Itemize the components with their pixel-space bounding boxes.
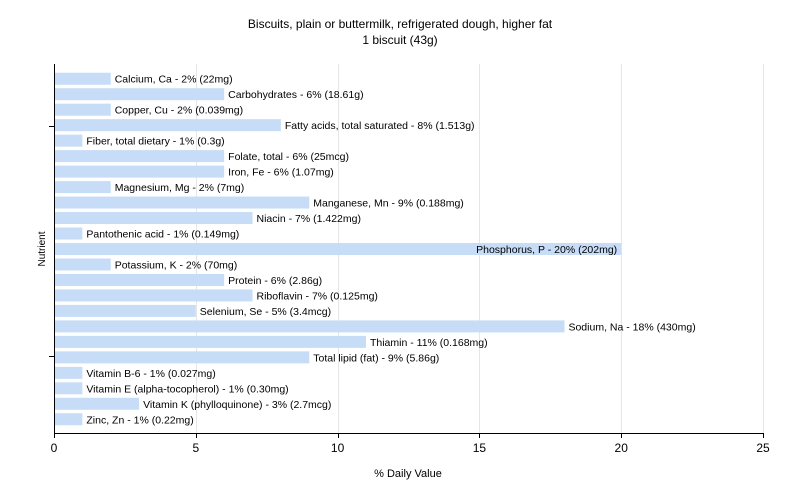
bar-label: Phosphorus, P - 20% (202mg) (476, 244, 617, 256)
bar (55, 351, 310, 364)
bar-label: Selenium, Se - 5% (3.4mcg) (200, 306, 331, 318)
bar-label: Copper, Cu - 2% (0.039mg) (115, 105, 243, 117)
bar (55, 304, 196, 317)
bar-label: Calcium, Ca - 2% (22mg) (115, 74, 233, 86)
bar (55, 212, 253, 225)
bar (55, 103, 111, 116)
x-axis-title: % Daily Value (374, 468, 442, 480)
bar (55, 165, 225, 178)
bar (55, 243, 622, 255)
x-tick-label: 10 (331, 441, 345, 455)
bar-label: Total lipid (fat) - 9% (5.86g) (313, 352, 439, 364)
bar (55, 397, 140, 410)
bar-label: Carbohydrates - 6% (18.61g) (228, 89, 363, 101)
bar-label: Iron, Fe - 6% (1.07mg) (228, 167, 334, 179)
bars (55, 72, 622, 426)
x-tick-label: 15 (473, 441, 487, 455)
bar (55, 335, 366, 348)
x-tick-label: 5 (192, 441, 199, 455)
bar (55, 150, 225, 163)
bar-label: Thiamin - 11% (0.168mg) (370, 337, 488, 349)
bar-label: Vitamin K (phylloquinone) - 3% (2.7mcg) (143, 399, 331, 411)
bar (55, 273, 225, 286)
bar-label: Magnesium, Mg - 2% (7mg) (115, 182, 245, 194)
bar (55, 181, 111, 194)
bar (55, 134, 83, 147)
chart-title-line: Biscuits, plain or buttermilk, refrigera… (247, 17, 553, 31)
x-tick-label: 0 (51, 441, 58, 455)
bar (55, 72, 111, 85)
bar-label: Protein - 6% (2.86g) (228, 275, 322, 287)
bar-label: Folate, total - 6% (25mcg) (228, 151, 349, 163)
bar-label: Vitamin E (alpha-tocopherol) - 1% (0.30m… (86, 383, 288, 395)
bar-label: Riboflavin - 7% (0.125mg) (257, 290, 378, 302)
x-tick-label: 20 (615, 441, 629, 455)
bar (55, 227, 83, 240)
x-axis-ticks: 0 5 10 15 20 25 (51, 433, 770, 455)
bar (55, 382, 83, 395)
axes (49, 64, 763, 434)
bar (55, 119, 281, 132)
bar-label: Vitamin B-6 - 1% (0.027mg) (86, 368, 215, 380)
chart-subtitle: 1 biscuit (43g) (362, 33, 438, 47)
bar-label: Potassium, K - 2% (70mg) (115, 259, 238, 271)
bar (55, 413, 83, 426)
chart-title: Biscuits, plain or buttermilk, refrigera… (0, 16, 800, 48)
bar-label: Pantothenic acid - 1% (0.149mg) (86, 229, 239, 241)
bar-label: Manganese, Mn - 9% (0.188mg) (313, 198, 464, 210)
bar (55, 366, 83, 379)
bar (55, 320, 565, 333)
bar-labels: Calcium, Ca - 2% (22mg) Carbohydrates - 6… (86, 74, 695, 427)
bar (55, 289, 253, 302)
bar (55, 258, 111, 271)
y-axis-title: Nutrient (37, 231, 48, 266)
bar-label: Fatty acids, total saturated - 8% (1.513… (285, 120, 475, 132)
x-tick-label: 25 (756, 441, 770, 455)
bar-label: Zinc, Zn - 1% (0.22mg) (86, 414, 193, 426)
bar-label: Niacin - 7% (1.422mg) (257, 213, 361, 225)
bar (55, 196, 310, 209)
bar (55, 88, 225, 101)
bar-label: Fiber, total dietary - 1% (0.3g) (86, 136, 224, 148)
bar-label: Sodium, Na - 18% (430mg) (568, 321, 695, 333)
